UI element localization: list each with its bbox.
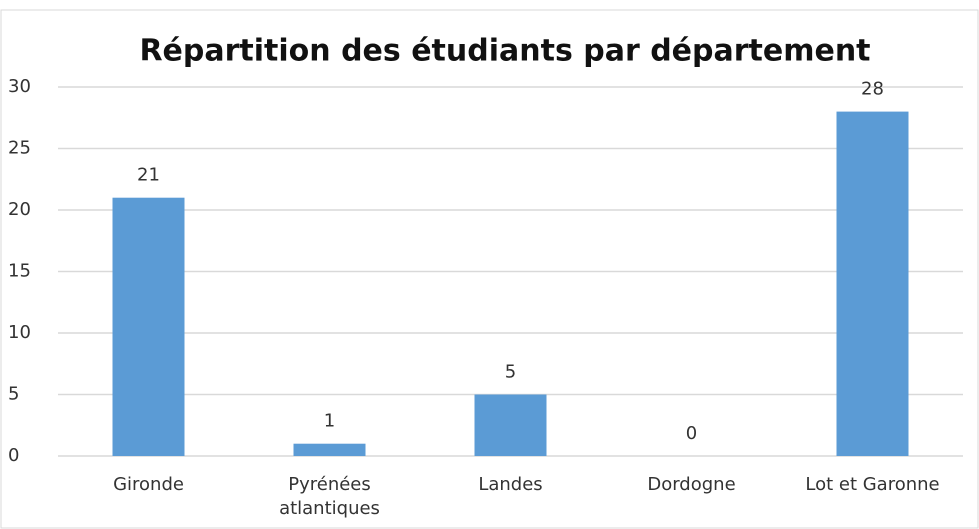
bar	[293, 443, 366, 456]
bar	[474, 394, 547, 456]
data-label: 28	[861, 79, 884, 100]
chart-title: Répartition des étudiants par départemen…	[139, 34, 870, 69]
y-tick-label: 30	[8, 76, 31, 97]
data-label: 0	[686, 423, 697, 444]
y-tick-label: 20	[8, 199, 31, 220]
chart-frame	[0, 9, 979, 529]
x-tick-label: Gironde	[113, 474, 184, 495]
x-tick-label: Pyrénées atlantiques	[279, 474, 380, 519]
x-tick-label: Dordogne	[647, 474, 736, 495]
y-tick-label: 10	[8, 322, 31, 343]
y-tick-label: 5	[8, 384, 19, 405]
y-tick-label: 25	[8, 138, 31, 159]
bar	[112, 197, 185, 456]
y-tick-label: 0	[8, 445, 19, 466]
x-tick-label: Lot et Garonne	[805, 474, 940, 495]
data-label: 5	[505, 362, 516, 383]
x-tick-label: Landes	[478, 474, 543, 495]
data-label: 21	[137, 165, 160, 186]
data-label: 1	[324, 411, 335, 432]
bar	[836, 111, 909, 456]
y-tick-label: 15	[8, 261, 31, 282]
